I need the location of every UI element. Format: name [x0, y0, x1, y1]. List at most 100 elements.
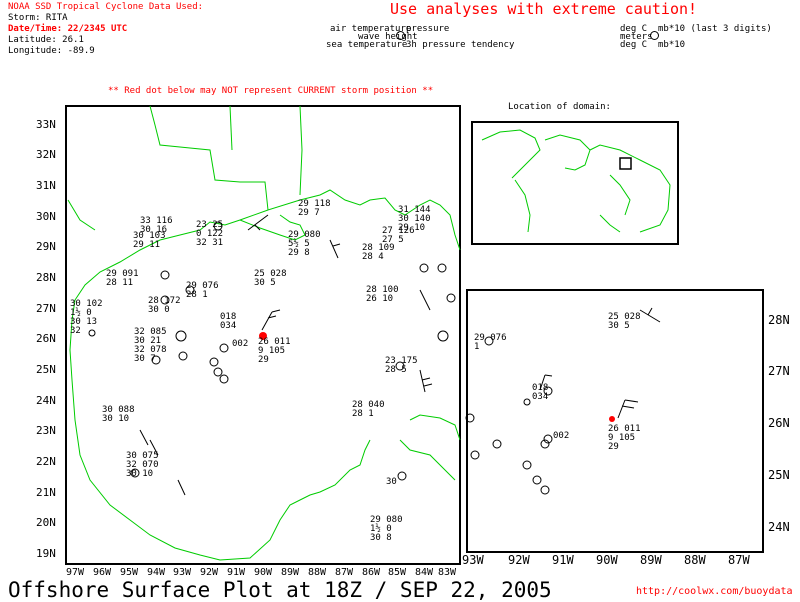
station-plot: 23 25 0 122 32 31: [196, 220, 224, 248]
domain-box-icon: [619, 157, 632, 170]
station-plot: 29 118 29 7: [298, 199, 331, 218]
source-line: NOAA SSD Tropical Cyclone Data Used:: [8, 2, 204, 12]
source-link[interactable]: http://coolwx.com/buoydata: [636, 586, 793, 597]
zoom-lon-label: 91W: [552, 553, 574, 567]
caution-banner: Use analyses with extreme caution!: [390, 0, 698, 18]
zoom-station-plot: 26 011 9 105 29: [608, 424, 641, 452]
legend-pressure: pressure: [406, 24, 450, 34]
lat-label: 24N: [36, 394, 56, 407]
lat-label: 20N: [36, 516, 56, 529]
legend-wave-height: wave height: [358, 32, 418, 42]
zoom-storm-position-marker: [609, 416, 615, 422]
zoom-lon-label: 90W: [596, 553, 618, 567]
lon-label: 94W: [147, 567, 166, 578]
lat-label: 31N: [36, 179, 56, 192]
lat-label: 19N: [36, 547, 56, 560]
station-plot: 30 102 1½ 0 30 13 32: [70, 299, 103, 336]
lat-label: 21N: [36, 486, 56, 499]
zoom-station-plot: 29 076 1: [474, 333, 507, 352]
station-model-legend: air temperature pressure wave height sea…: [326, 24, 526, 50]
position-warning: ** Red dot below may NOT represent CURRE…: [108, 86, 434, 96]
station-plot: 28 040 28 1: [352, 400, 385, 419]
units-deg-c-1: deg C: [620, 24, 648, 34]
inset-coastline: [481, 129, 671, 233]
station-plot: 29 080 5½ 5 29 8: [288, 230, 321, 258]
inset-title: Location of domain:: [508, 102, 611, 112]
station-plot: 32 085 30 21 32 078 30 7: [134, 327, 167, 364]
station-plot: 002: [232, 339, 249, 349]
zoom-station-plot: 25 028 30 5: [608, 312, 641, 331]
station-plot: 30 075 32 070 30 10: [126, 451, 159, 479]
wind-barbs: [139, 214, 661, 496]
zoom-lat-axis: 28N 27N 26N 25N 24N: [768, 313, 800, 543]
units-mb-1: mb*10 (last 3 digits): [658, 24, 772, 34]
main-lon-axis: 97W 96W 95W 94W 93W 92W 91W 90W 89W 88W …: [66, 567, 466, 581]
station-plot: 25 028 30 5: [254, 269, 287, 288]
datetime: Date/Time: 22/2345 UTC: [8, 24, 128, 34]
lon-label: 92W: [200, 567, 219, 578]
lon-label: 89W: [281, 567, 300, 578]
lat-label: 23N: [36, 424, 56, 437]
lon-label: 85W: [388, 567, 407, 578]
lat-label: 32N: [36, 148, 56, 161]
station-plot: 018 034: [220, 312, 237, 331]
lat-label: 28N: [36, 271, 56, 284]
lon-label: 87W: [335, 567, 354, 578]
zoom-lon-label: 93W: [462, 553, 484, 567]
zoom-lon-label: 92W: [508, 553, 530, 567]
lon-label: 88W: [308, 567, 327, 578]
zoom-lat-label: 28N: [768, 313, 790, 327]
station-plot: 31 144 30 140 29 10: [398, 205, 431, 233]
legend-pressure-tendency: 3h pressure tendency: [406, 40, 515, 50]
lon-label: 90W: [254, 567, 273, 578]
zoom-map-frame: [466, 289, 764, 553]
lon-label: 91W: [227, 567, 246, 578]
station-plot: 27 126 27 5: [382, 226, 415, 245]
zoom-lat-label: 24N: [768, 520, 790, 534]
units-legend: deg C mb*10 (last 3 digits) meters deg C…: [620, 24, 800, 50]
station-plot: 30 103 29 11: [133, 231, 166, 250]
zoom-lon-label: 87W: [728, 553, 750, 567]
lon-label: 83W: [438, 567, 457, 578]
station-plot: 30 088 30 10: [102, 405, 135, 424]
units-meters: meters: [620, 32, 653, 42]
latitude: Latitude: 26.1: [8, 35, 84, 45]
station-plot: 29 076 28 1: [186, 281, 219, 300]
units-circle-icon: [650, 31, 659, 40]
zoom-lon-axis: 93W 92W 91W 90W 89W 88W 87W: [462, 553, 762, 567]
main-lat-axis: 33N 32N 31N 30N 29N 28N 27N 26N 25N 24N …: [36, 118, 66, 560]
station-plot: 26 011 9 105 29: [258, 337, 291, 365]
legend-air-temp: air temperature: [330, 24, 412, 34]
legend-sea-temp: sea temperature: [326, 40, 408, 50]
station-plot: 29 091 28 11: [106, 269, 139, 288]
lat-label: 26N: [36, 332, 56, 345]
inset-frame: [471, 121, 679, 245]
lon-label: 96W: [93, 567, 112, 578]
station-plot: 28 100 26 10: [366, 285, 399, 304]
main-coastline: [67, 105, 461, 561]
zoom-lat-label: 25N: [768, 468, 790, 482]
units-mb-2: mb*10: [658, 40, 686, 50]
station-plot: 28 172 30 0: [148, 296, 181, 315]
station-plot: 23 175 28 5: [385, 356, 418, 375]
zoom-station-plot: 002: [553, 431, 570, 441]
station-plot: 33 116 30 16: [140, 216, 173, 235]
lon-label: 97W: [66, 567, 85, 578]
storm-position-marker: [259, 332, 267, 340]
station-circle-icon: [396, 31, 405, 40]
storm-name: Storm: RITA: [8, 13, 68, 23]
lat-label: 25N: [36, 363, 56, 376]
longitude: Longitude: -89.9: [8, 46, 95, 56]
units-deg-c-2: deg C: [620, 40, 648, 50]
lon-label: 86W: [362, 567, 381, 578]
zoom-lon-label: 89W: [640, 553, 662, 567]
zoom-lon-label: 88W: [684, 553, 706, 567]
lat-label: 33N: [36, 118, 56, 131]
zoom-lat-label: 27N: [768, 364, 790, 378]
lon-label: 93W: [173, 567, 192, 578]
zoom-lat-label: 26N: [768, 416, 790, 430]
station-plot: 28 109 28 4: [362, 243, 395, 262]
